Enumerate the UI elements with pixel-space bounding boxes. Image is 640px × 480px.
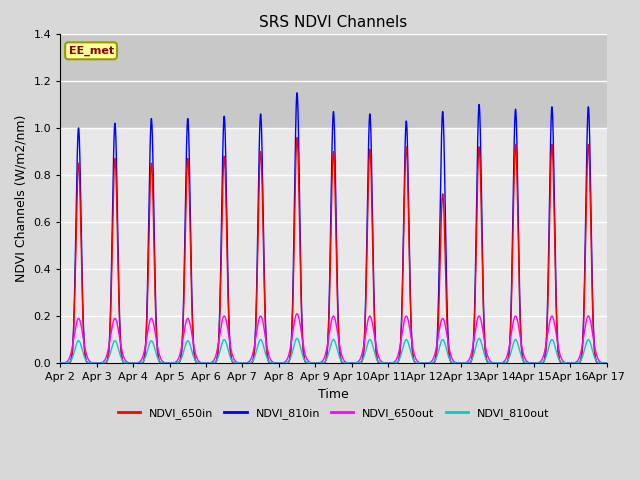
Bar bbox=[60, 34, 607, 128]
Title: SRS NDVI Channels: SRS NDVI Channels bbox=[259, 15, 408, 30]
Y-axis label: NDVI Channels (W/m2/nm): NDVI Channels (W/m2/nm) bbox=[15, 115, 28, 282]
X-axis label: Time: Time bbox=[318, 388, 349, 401]
Legend: NDVI_650in, NDVI_810in, NDVI_650out, NDVI_810out: NDVI_650in, NDVI_810in, NDVI_650out, NDV… bbox=[113, 404, 554, 423]
Text: EE_met: EE_met bbox=[68, 46, 114, 56]
